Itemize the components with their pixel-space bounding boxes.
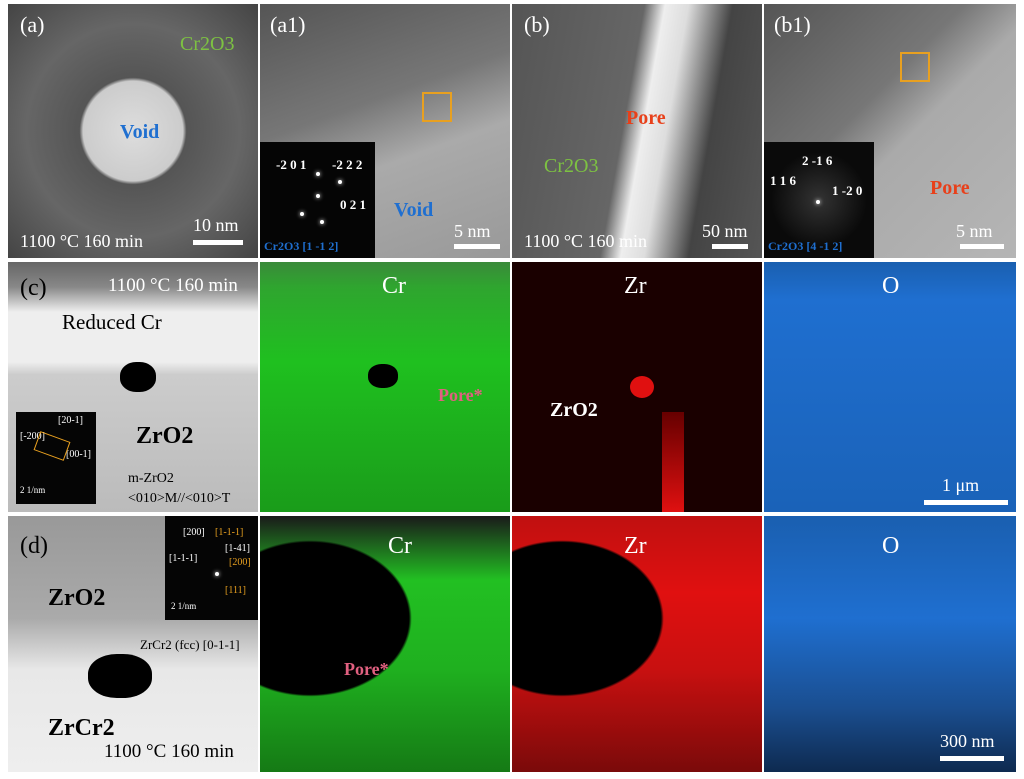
saed-index: [1-1-1] [215, 527, 244, 538]
element-label: O [882, 533, 900, 559]
phase-label: Cr2O3 [180, 33, 235, 55]
element-label: Cr [388, 533, 412, 559]
saed-index: [-200] [20, 431, 45, 442]
panel-label: (b) [524, 12, 550, 37]
map-zr: Zr [512, 516, 762, 772]
element-label: Zr [624, 533, 647, 559]
condition-label: 1100 °C 160 min [524, 231, 648, 251]
zro2-particle [630, 376, 654, 398]
phase-label: ZrCr2 [48, 715, 115, 741]
zone-axis: Cr2O3 [4 -1 2] [768, 239, 843, 253]
pore-label: Pore* [438, 385, 483, 405]
saed-index: [200] [183, 527, 205, 538]
panel-a: (a) Cr2O3 Void 1100 °C 160 min 10 nm [8, 4, 258, 258]
saed-scale: 2 1/nm [20, 485, 46, 495]
void-label: Void [120, 121, 160, 143]
scale-bar [712, 244, 748, 249]
scale-label: 1 μm [942, 475, 980, 495]
condition-label: 1100 °C 160 min [108, 275, 238, 296]
fft-spot: 0 2 1 [340, 197, 366, 212]
map-o: O 300 nm [764, 516, 1016, 772]
phase-label: Cr2O3 [544, 155, 599, 177]
fft-spot: 1 -2 0 [832, 183, 863, 198]
fft-spot: -2 0 1 [276, 157, 307, 172]
panel-b: (b) Pore Cr2O3 1100 °C 160 min 50 nm [512, 4, 762, 258]
condition-label: 1100 °C 160 min [20, 231, 144, 251]
fft-inset: -2 0 1 -2 2 2 0 2 1 Cr2O3 [1 -1 2] [260, 142, 375, 258]
panel-d: (d) ZrO2 ZrCr2 1100 °C 160 min ZrCr2 (fc… [8, 516, 258, 772]
element-label: Zr [624, 273, 647, 299]
panel-label: (a1) [270, 12, 306, 37]
pore-label: Pore* [344, 659, 389, 679]
panel-label: (b1) [774, 12, 811, 37]
pore-label: Pore [930, 177, 970, 199]
pore [88, 654, 152, 698]
region-box [900, 52, 930, 82]
saed-inset: [200] [1-1-1] [1-41] [1-1-1] [200] [111]… [165, 516, 258, 620]
orientation-label: <010>M//<010>T [128, 491, 231, 506]
phase-label: ZrO2 [48, 585, 106, 611]
element-label: O [882, 273, 900, 299]
panel-label: (c) [20, 275, 47, 301]
scale-label: 50 nm [702, 221, 748, 241]
pore [120, 362, 156, 392]
map-cr: Cr Pore* [260, 262, 510, 512]
particle-label: ZrO2 [136, 423, 194, 449]
saed-index: [00-1] [66, 449, 91, 460]
panel-label: (d) [20, 533, 48, 559]
scale-bar [940, 756, 1004, 761]
panel-b1: (b1) 2 -1 6 1 1 6 1 -2 0 Cr2O3 [4 -1 2] … [764, 4, 1016, 258]
map-zr: Zr ZrO2 [512, 262, 762, 512]
scale-bar [193, 240, 243, 245]
fft-spot: 2 -1 6 [802, 153, 833, 168]
panel-c: (c) 1100 °C 160 min Reduced Cr ZrO2 [-20… [8, 262, 258, 512]
scale-bar [924, 500, 1008, 505]
zone-axis: Cr2O3 [1 -1 2] [264, 239, 339, 253]
scale-label: 10 nm [193, 215, 239, 235]
scale-bar [960, 244, 1004, 249]
scale-label: 300 nm [940, 731, 995, 751]
saed-index: [1-41] [225, 543, 250, 554]
saed-index: [111] [225, 585, 246, 596]
zro2-label: ZrO2 [550, 399, 598, 421]
pore [368, 364, 398, 388]
scale-label: 5 nm [454, 221, 491, 241]
pore-label: Pore [626, 107, 666, 129]
saed-index: [20-1] [58, 415, 83, 426]
map-o: O 1 μm [764, 262, 1016, 512]
fft-spot: -2 2 2 [332, 157, 363, 172]
panel-a1: (a1) -2 0 1 -2 2 2 0 2 1 Cr2O3 [1 -1 2] … [260, 4, 510, 258]
fft-inset: 2 -1 6 1 1 6 1 -2 0 Cr2O3 [4 -1 2] [764, 142, 874, 258]
region-box [422, 92, 452, 122]
fft-spot: 1 1 6 [770, 173, 796, 188]
scale-label: 5 nm [956, 221, 993, 241]
unit-cell [33, 431, 71, 461]
void-label: Void [394, 199, 434, 221]
zone-label: ZrCr2 (fcc) [0-1-1] [140, 637, 240, 652]
saed-index: [1-1-1] [169, 553, 198, 564]
map-cr: Cr Pore* [260, 516, 510, 772]
element-label: Cr [382, 273, 406, 299]
scale-bar [454, 244, 500, 249]
orientation-label: m-ZrO2 [128, 471, 174, 486]
region-label: Reduced Cr [62, 310, 162, 334]
saed-inset: [-200] [20-1] [00-1] 2 1/nm [16, 412, 96, 504]
zr-streak [662, 412, 684, 512]
condition-label: 1100 °C 160 min [104, 741, 234, 762]
saed-scale: 2 1/nm [171, 601, 197, 611]
panel-label: (a) [20, 12, 45, 37]
saed-index: [200] [229, 557, 251, 568]
